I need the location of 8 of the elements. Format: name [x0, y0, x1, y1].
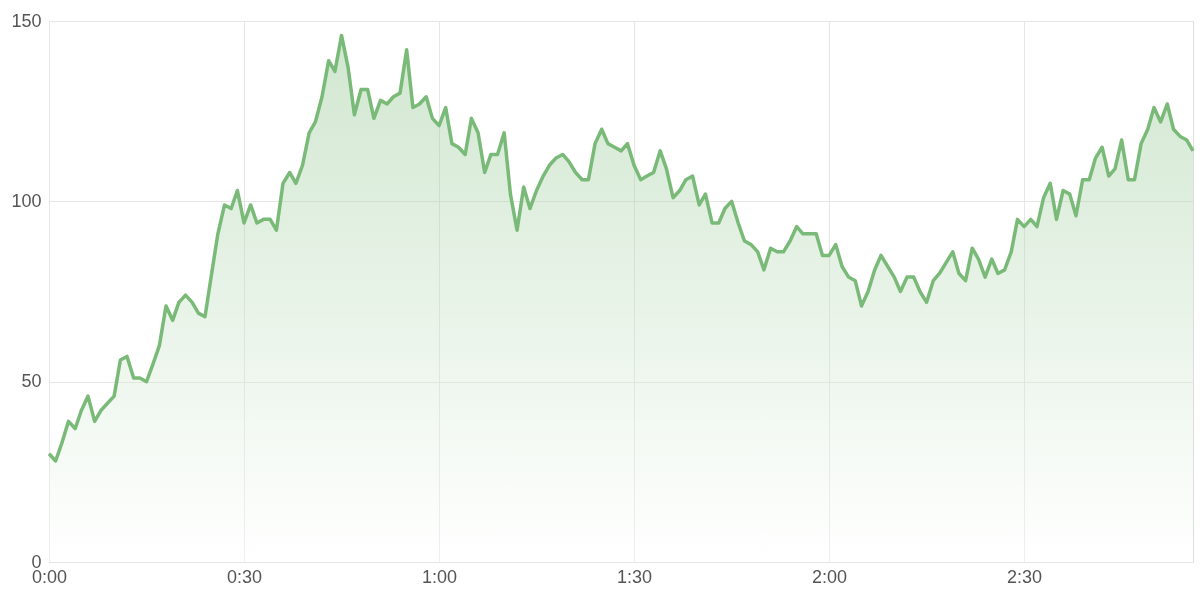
x-tick-label: 1:00: [422, 566, 458, 587]
x-tick-label: 0:30: [227, 566, 263, 587]
x-tick-label: 1:30: [617, 566, 653, 587]
x-tick-label: 2:00: [812, 566, 848, 587]
y-tick-label: 50: [21, 371, 42, 392]
x-tick-label: 2:30: [1007, 566, 1043, 587]
y-tick-label: 150: [11, 10, 42, 31]
y-tick-label: 100: [11, 190, 42, 211]
